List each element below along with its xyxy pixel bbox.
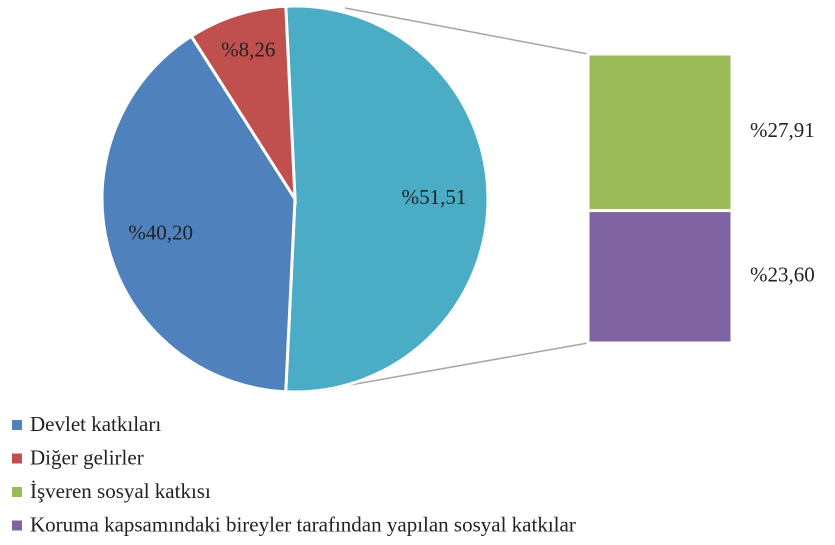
data-label: %23,60 <box>750 263 815 287</box>
data-label: %27,91 <box>750 118 815 142</box>
legend-swatch <box>12 487 22 497</box>
data-label: %51,51 <box>402 185 467 209</box>
connector-line <box>349 342 589 386</box>
pie-slice <box>189 4 297 205</box>
legend-label: Koruma kapsamındaki bireyler tarafından … <box>30 512 576 536</box>
data-label: %8,26 <box>221 38 275 62</box>
legend-label: Devlet katkıları <box>30 412 161 436</box>
legend-swatch <box>12 420 22 430</box>
legend-swatch <box>12 453 22 464</box>
legend-label: İşveren sosyal katkısı <box>30 479 211 503</box>
pie-slice <box>284 4 490 394</box>
legend-label: Diğer gelirler <box>30 445 144 469</box>
bar-segment <box>586 52 734 213</box>
bar-segment <box>586 209 734 345</box>
legend-swatch <box>12 520 22 531</box>
data-label: %40,20 <box>128 220 193 244</box>
connector-line <box>344 7 589 55</box>
